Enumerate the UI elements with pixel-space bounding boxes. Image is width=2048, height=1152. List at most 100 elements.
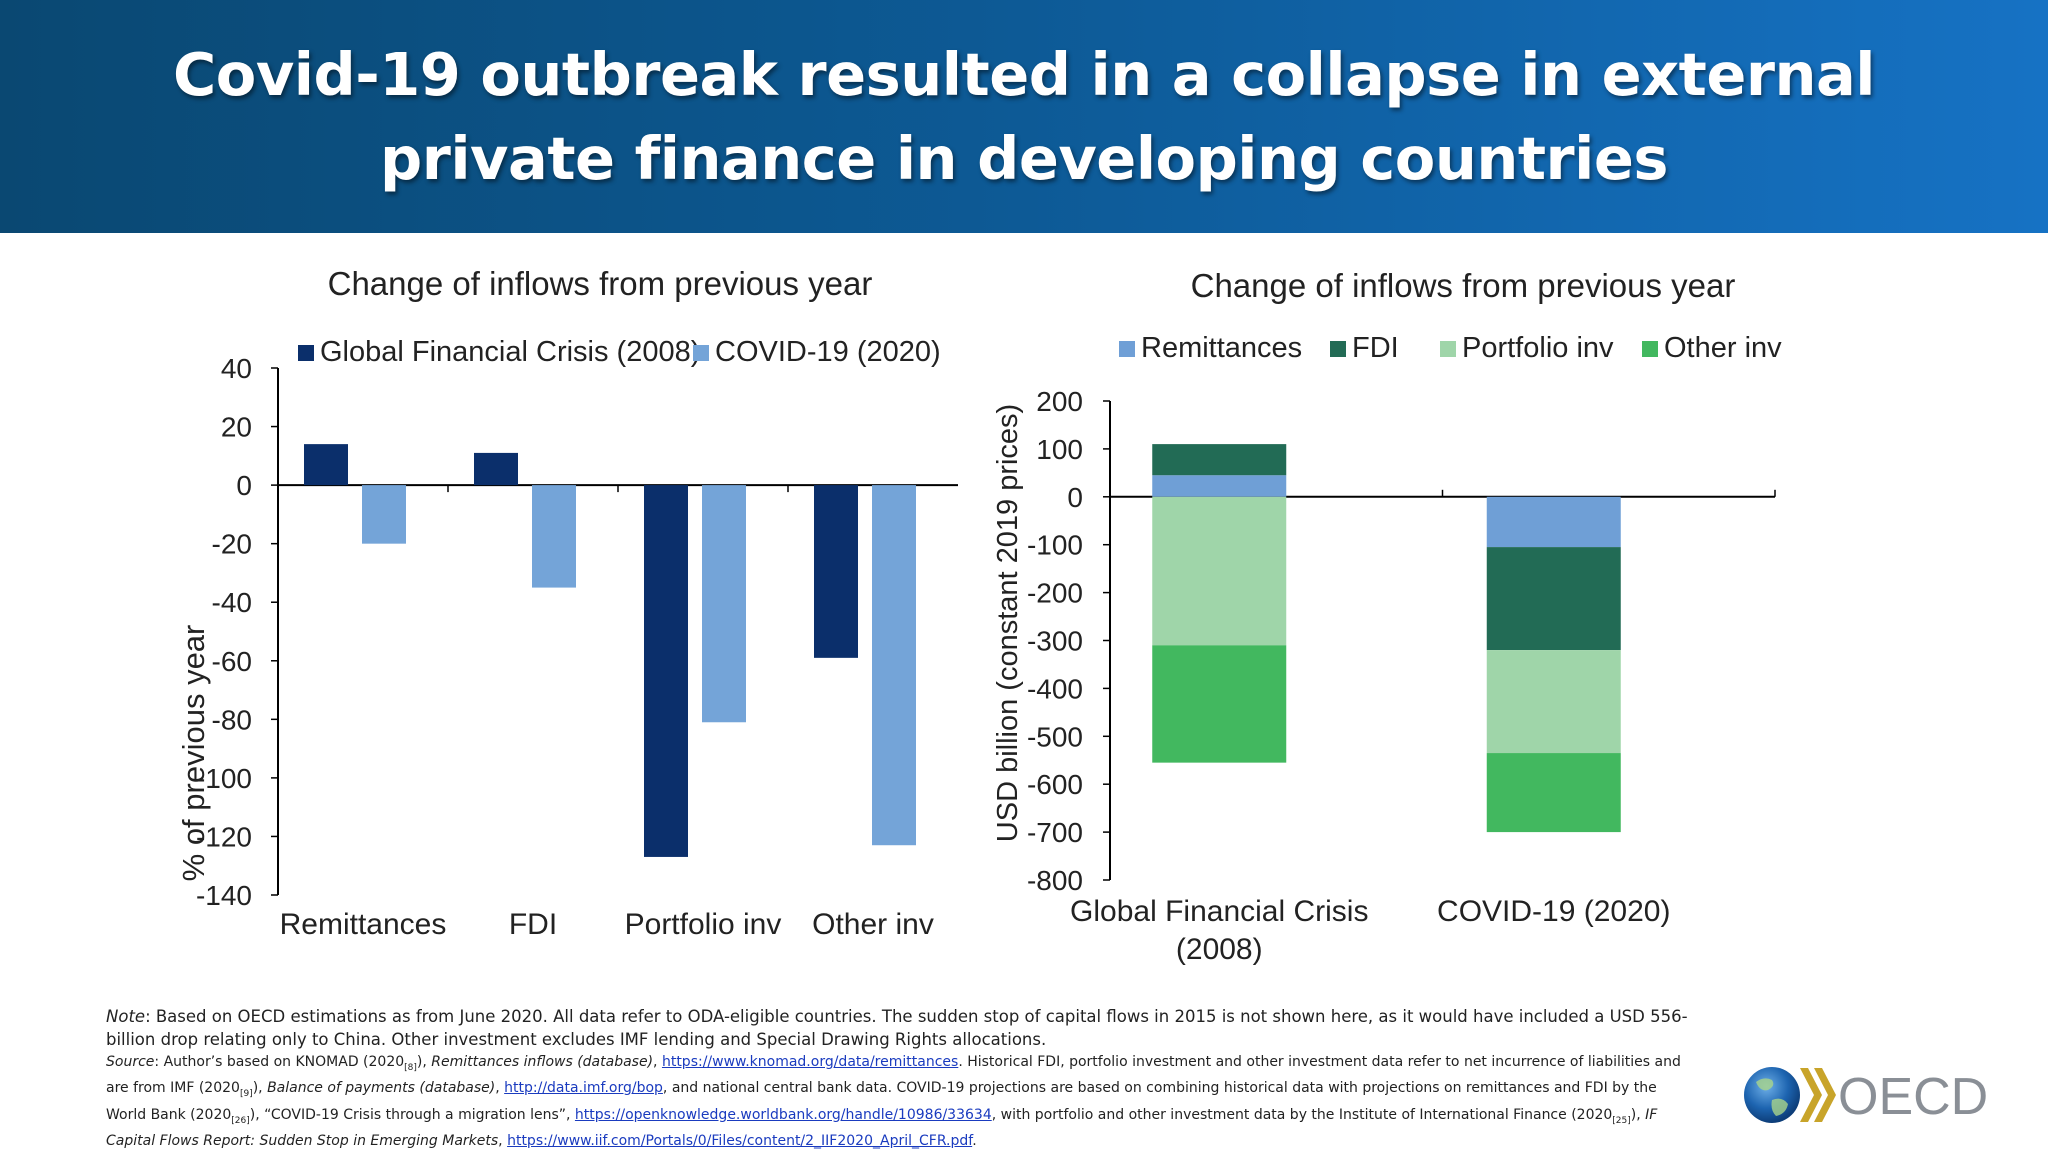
chart-2-segment-other-inv (1486, 753, 1621, 833)
chart-2-y-tick-label: -100 (1027, 530, 1083, 561)
chart-2-y-tick-label: -400 (1027, 673, 1083, 704)
right-stacked-bar-chart: Change of inflows from previous year Rem… (992, 267, 1782, 966)
chart-1-bar-covid-2020 (702, 485, 746, 723)
chart-2-legend-label: FDI (1352, 332, 1399, 364)
chart-2-category-label: COVID-19 (2020) (1437, 895, 1670, 928)
source-text: , (653, 1054, 662, 1070)
source-paragraph: Source: Author’s based on KNOMAD (2020[8… (106, 1052, 1696, 1151)
chart-1-legend-swatch (298, 345, 314, 361)
source-text: ), “COVID-19 Crisis through a migration … (249, 1106, 575, 1123)
source-title: IF Capital Flows Report: Sudden Stop in … (106, 1106, 1658, 1149)
chart-1-category-label: Remittances (280, 908, 447, 941)
source-title: Balance of payments (database) (267, 1080, 496, 1097)
reference-marker: [8] (404, 1062, 417, 1073)
chart-2-y-tick-label: -200 (1027, 578, 1083, 609)
chart-2-y-tick-label: -600 (1027, 769, 1083, 800)
source-text: : Author’s based on KNOMAD (2020 (154, 1054, 405, 1070)
chart-1-y-tick-label: 20 (221, 412, 252, 443)
chart-2-legend-swatch (1642, 341, 1658, 357)
title-banner: Covid-19 outbreak resulted in a collapse… (0, 0, 2048, 233)
charts-area: Change of inflows from previous year Glo… (176, 265, 1782, 966)
chart-1-y-tick-label: 40 (221, 353, 252, 384)
chart-2-y-tick-label: -700 (1027, 817, 1083, 848)
chart-2-y-tick-label: 100 (1036, 434, 1083, 465)
chart-1-y-tick-label: -140 (196, 880, 252, 911)
imf-link[interactable]: http://data.imf.org/bop (504, 1080, 663, 1097)
left-bar-chart: Change of inflows from previous year Glo… (176, 265, 958, 941)
chart-2-segment-remittances (1152, 475, 1287, 497)
note-text: : Based on OECD estimations as from June… (106, 1007, 1688, 1049)
source-text: , and national central bank data. COVID-… (106, 1080, 1657, 1123)
note-paragraph: Note: Based on OECD estimations as from … (106, 1005, 1696, 1051)
chart-1-bar-covid-2020 (872, 485, 916, 846)
chart-1-y-tick-label: -120 (196, 821, 252, 852)
chart-2-y-tick-label: -500 (1027, 721, 1083, 752)
slide-title-line-2: private finance in developing countries (380, 123, 1668, 193)
source-text: ), (416, 1054, 432, 1070)
chart-1-bar-covid-2020 (532, 485, 576, 588)
chart-2-segment-other-inv (1152, 645, 1287, 763)
chart-1-category-label: Other inv (812, 908, 934, 941)
chart-1-category-label: Portfolio inv (625, 908, 782, 941)
chart-2-segment-portfolio-inv (1486, 650, 1621, 754)
chart-2-y-tick-label: 0 (1067, 482, 1083, 513)
chart-2-category-label: (2008) (1176, 933, 1263, 966)
oecd-wordmark: OECD (1838, 1068, 1988, 1126)
knomad-link[interactable]: https://www.knomad.org/data/remittances (661, 1054, 959, 1070)
chart-2-legend-swatch (1330, 341, 1346, 357)
source-text: , with portfolio and other investment da… (991, 1106, 1613, 1123)
chart-2-legend-label: Other inv (1664, 332, 1782, 364)
source-text: , (495, 1080, 505, 1097)
chart-1-y-tick-label: -60 (212, 646, 252, 677)
source-text: ), (252, 1080, 268, 1097)
chart-1-y-tick-label: -100 (196, 763, 252, 794)
chart-1-y-tick-label: -40 (212, 587, 252, 618)
reference-marker: [25] (1612, 1115, 1631, 1126)
chart-2-segment-fdi (1486, 547, 1621, 651)
chart-2-legend: Remittances FDI Portfolio inv Other inv (1119, 332, 1782, 364)
chart-1-y-tick-label: -80 (212, 704, 252, 735)
chart-2-segment-fdi (1152, 444, 1287, 476)
chart-1-legend-swatch (693, 345, 709, 361)
chart-2-legend-label: Portfolio inv (1462, 332, 1614, 364)
chart-1-axes: 40 20 0 -20 -40 -60 -80 -100 -120 -140 Remittances… (196, 353, 958, 941)
chart-2-y-tick-label: 200 (1036, 386, 1083, 417)
chart-1-y-axis-label: % of previous year (176, 625, 211, 882)
chart-1-bar-covid-2020 (362, 485, 406, 544)
chart-1-legend-label: Global Financial Crisis (2008) (320, 336, 700, 368)
chart-1-y-tick-label: 0 (236, 470, 252, 501)
globe-icon (1744, 1067, 1800, 1123)
chart-2-y-tick-label: -800 (1027, 865, 1083, 896)
chart-2-bars (1152, 444, 1621, 833)
chart-1-bar-gfc-2008 (644, 485, 688, 857)
source-text: . (972, 1132, 977, 1149)
worldbank-link[interactable]: https://openknowledge.worldbank.org/hand… (574, 1106, 992, 1123)
source-text: , (498, 1132, 508, 1149)
chart-1-y-tick-label: -20 (212, 529, 252, 560)
source-label: Source (106, 1054, 155, 1070)
iif-link[interactable]: https://www.iif.com/Portals/0/Files/cont… (507, 1132, 973, 1149)
chart-1-category-label: FDI (509, 908, 557, 941)
chart-2-legend-swatch (1440, 341, 1456, 357)
reference-marker: [9] (239, 1089, 253, 1100)
chart-1-bar-gfc-2008 (304, 444, 348, 486)
source-title: Remittances inflows (database) (431, 1054, 654, 1070)
chart-1-legend: Global Financial Crisis (2008) COVID-19 (… (298, 336, 941, 368)
slide-title-line-1: Covid-19 outbreak resulted in a collapse… (173, 39, 1876, 109)
source-text: . Historical FDI, portfolio investment a… (106, 1054, 1681, 1097)
chart-2-legend-label: Remittances (1141, 332, 1302, 364)
chart-2-y-tick-label: -300 (1027, 626, 1083, 657)
source-text: ), (1630, 1106, 1646, 1123)
note-label: Note (106, 1007, 146, 1026)
chart-2-axes: 200 100 0 -100 -200 -300 -400 -500 -600 -700 -800G… (1027, 386, 1776, 966)
chart-1-title: Change of inflows from previous year (328, 265, 873, 302)
chart-2-legend-swatch (1119, 341, 1135, 357)
oecd-chevrons (1800, 1068, 1836, 1122)
chart-2-segment-remittances (1486, 496, 1621, 548)
oecd-logo: OECD (1744, 1067, 1988, 1126)
chart-1-bars (304, 444, 916, 857)
chart-1-bar-gfc-2008 (474, 452, 518, 486)
chart-2-y-axis-label: USD billion (constant 2019 prices) (992, 404, 1024, 842)
chart-2-segment-portfolio-inv (1152, 496, 1287, 646)
chart-1-legend-label: COVID-19 (2020) (715, 336, 941, 368)
